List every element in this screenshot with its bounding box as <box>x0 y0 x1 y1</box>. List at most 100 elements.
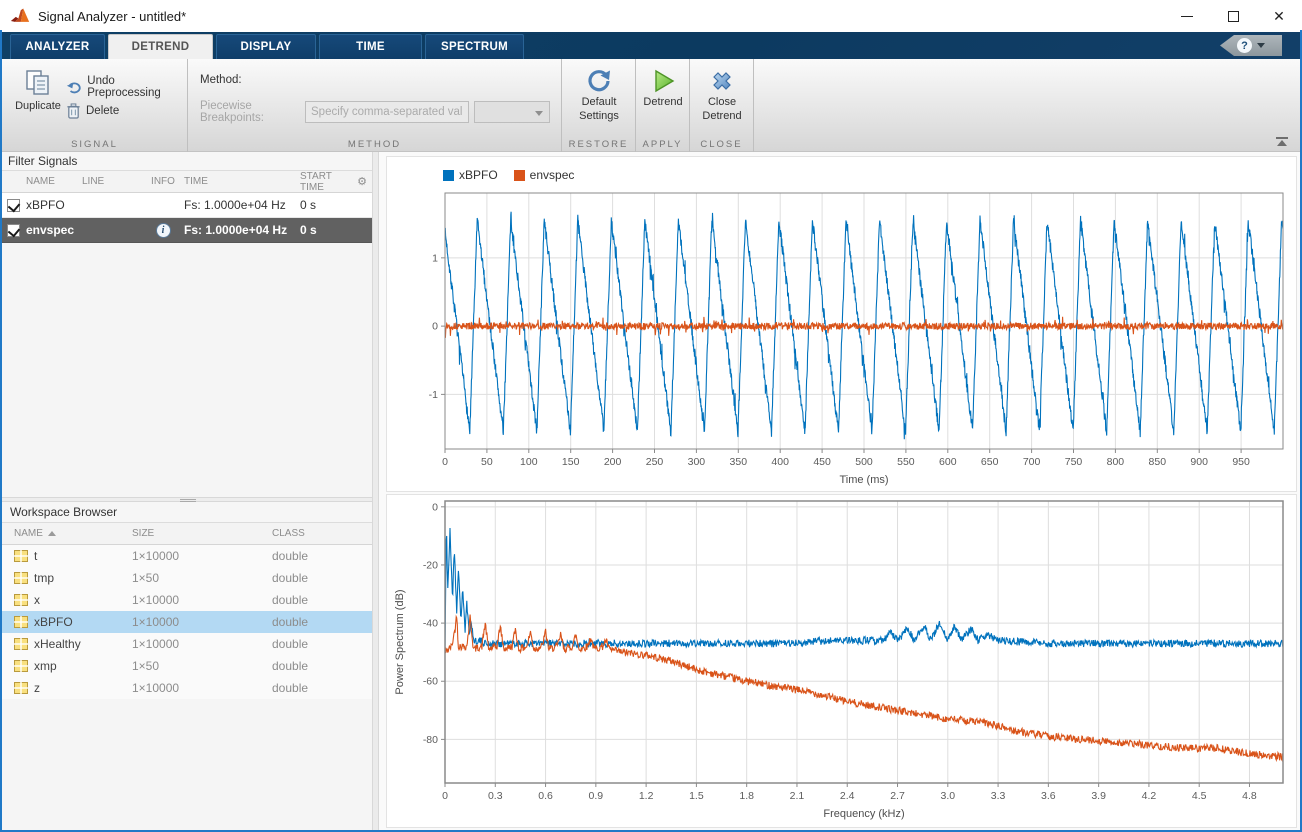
svg-text:0.3: 0.3 <box>488 790 503 802</box>
group-restore-label: RESTORE <box>568 139 629 150</box>
col-time[interactable]: TIME <box>184 176 208 187</box>
info-icon[interactable]: i <box>155 222 171 238</box>
col-info[interactable]: INFO <box>151 176 175 187</box>
detrend-label: Detrend <box>643 96 683 108</box>
default-settings-label: Default Settings <box>579 96 619 122</box>
signal-name: envspec <box>26 223 75 237</box>
breakpoints-input[interactable] <box>305 101 469 123</box>
svg-text:-80: -80 <box>423 734 438 746</box>
workspace-row-xmp[interactable]: xmp 1×50 double <box>2 655 372 677</box>
minimize-button[interactable] <box>1164 0 1210 32</box>
x-axis-label: Frequency (kHz) <box>823 808 904 820</box>
tab-display[interactable]: DISPLAY <box>216 34 316 59</box>
col-ws-size[interactable]: SIZE <box>132 528 155 539</box>
undo-preprocessing-button[interactable]: Undo Preprocessing <box>66 75 187 99</box>
svg-text:3.3: 3.3 <box>991 790 1006 802</box>
trash-icon <box>67 103 80 119</box>
matlab-logo-icon <box>10 6 30 26</box>
matrix-icon <box>14 572 28 584</box>
workspace-browser-title: Workspace Browser <box>2 502 372 523</box>
signal-checkbox[interactable] <box>6 223 20 237</box>
ws-var-size: 1×10000 <box>132 637 180 651</box>
detrend-button[interactable]: Detrend <box>637 68 689 110</box>
time-chart-svg[interactable]: 0 50 100 150 200 250 300 350 400 450 500 550 600 650 7… <box>387 157 1296 491</box>
workspace-row-xbpfo[interactable]: xBPFO 1×10000 double <box>2 611 372 633</box>
delete-button[interactable]: Delete <box>66 99 187 123</box>
signal-row-envspec[interactable]: envspec i Fs: 1.0000e+04 Hz 0 s <box>2 218 372 243</box>
svg-text:3.6: 3.6 <box>1041 790 1056 802</box>
breakpoints-unit-dropdown[interactable] <box>474 101 550 123</box>
spectrum-chart-svg[interactable]: 0 0.3 0.6 0.9 1.2 1.5 1.8 2.1 2.4 2.7 3.0 3.3 3.6 3.9… <box>387 495 1296 827</box>
run-icon <box>655 69 675 93</box>
svg-text:1.2: 1.2 <box>639 790 654 802</box>
signal-row-xbpfo[interactable]: xBPFO Fs: 1.0000e+04 Hz 0 s <box>2 193 372 218</box>
svg-text:0: 0 <box>442 456 448 468</box>
ws-var-size: 1×10000 <box>132 615 180 629</box>
svg-text:0: 0 <box>442 790 448 802</box>
svg-text:3.0: 3.0 <box>940 790 955 802</box>
workspace-row-x[interactable]: x 1×10000 double <box>2 589 372 611</box>
col-start-time[interactable]: START TIME <box>300 170 332 193</box>
svg-text:800: 800 <box>1107 456 1125 468</box>
main-area: Filter Signals NAME LINE INFO TIME START… <box>2 152 1300 830</box>
svg-text:400: 400 <box>771 456 789 468</box>
signal-start-time: 0 s <box>300 198 317 212</box>
close-detrend-button[interactable]: Close Detrend <box>693 68 751 124</box>
svg-text:300: 300 <box>688 456 706 468</box>
matrix-icon <box>14 660 28 672</box>
horizontal-splitter[interactable] <box>2 497 372 502</box>
col-ws-class[interactable]: CLASS <box>272 528 305 539</box>
tab-time[interactable]: TIME <box>319 34 422 59</box>
duplicate-label: Duplicate <box>15 100 61 112</box>
table-settings-gear-icon[interactable]: ⚙ <box>357 176 367 188</box>
vertical-splitter[interactable] <box>372 152 379 830</box>
collapse-ribbon-button[interactable] <box>1274 135 1290 147</box>
workspace-row-t[interactable]: t 1×10000 double <box>2 545 372 567</box>
svg-text:600: 600 <box>939 456 957 468</box>
workspace-row-xhealthy[interactable]: xHealthy 1×10000 double <box>2 633 372 655</box>
maximize-button[interactable] <box>1210 0 1256 32</box>
workspace-row-tmp[interactable]: tmp 1×50 double <box>2 567 372 589</box>
svg-text:1: 1 <box>432 252 438 264</box>
filter-signals-title: Filter Signals <box>2 152 372 171</box>
svg-text:0.6: 0.6 <box>538 790 553 802</box>
tab-detrend[interactable]: DETREND <box>108 34 213 59</box>
plot-legend: xBPFO envspec <box>443 168 574 182</box>
legend-item-envspec: envspec <box>513 168 574 182</box>
minimize-icon <box>1181 15 1193 17</box>
maximize-icon <box>1227 10 1239 22</box>
col-line[interactable]: LINE <box>82 176 105 187</box>
svg-text:0: 0 <box>432 501 438 513</box>
svg-text:2.1: 2.1 <box>790 790 805 802</box>
group-signal: Duplicate Undo Preprocessing <box>2 59 188 152</box>
default-settings-button[interactable]: Default Settings <box>567 68 631 124</box>
tab-analyzer[interactable]: ANALYZER <box>10 34 105 59</box>
close-x-icon <box>713 72 731 90</box>
svg-text:850: 850 <box>1149 456 1167 468</box>
duplicate-button[interactable]: Duplicate <box>10 68 66 114</box>
svg-text:-60: -60 <box>423 676 438 688</box>
ws-var-name: xHealthy <box>34 637 81 651</box>
tab-spectrum[interactable]: SPECTRUM <box>425 34 524 59</box>
spectrum-plot-card: 0 0.3 0.6 0.9 1.2 1.5 1.8 2.1 2.4 2.7 3.0 3.3 3.6 3.9… <box>386 494 1297 828</box>
group-close-label: CLOSE <box>700 139 743 150</box>
help-button[interactable]: ? <box>1220 35 1282 56</box>
col-ws-name[interactable]: NAME <box>14 528 43 539</box>
title-bar: Signal Analyzer - untitled* ✕ <box>0 0 1302 32</box>
ws-var-class: double <box>272 615 309 629</box>
col-name[interactable]: NAME <box>26 176 55 187</box>
ws-var-class: double <box>272 659 309 673</box>
svg-text:0: 0 <box>432 321 438 333</box>
group-apply: Detrend APPLY <box>636 59 690 152</box>
legend-label: xBPFO <box>459 168 498 182</box>
workspace-row-z[interactable]: z 1×10000 double <box>2 677 372 699</box>
signal-checkbox[interactable] <box>6 198 20 212</box>
svg-text:-40: -40 <box>423 618 438 630</box>
close-button[interactable]: ✕ <box>1273 7 1285 24</box>
legend-chip-blue <box>443 169 454 181</box>
svg-text:250: 250 <box>646 456 664 468</box>
ws-var-name: xmp <box>34 659 57 673</box>
ws-var-name: tmp <box>34 571 55 585</box>
signal-start-time: 0 s <box>300 223 317 237</box>
window-controls: ✕ <box>1164 0 1302 32</box>
